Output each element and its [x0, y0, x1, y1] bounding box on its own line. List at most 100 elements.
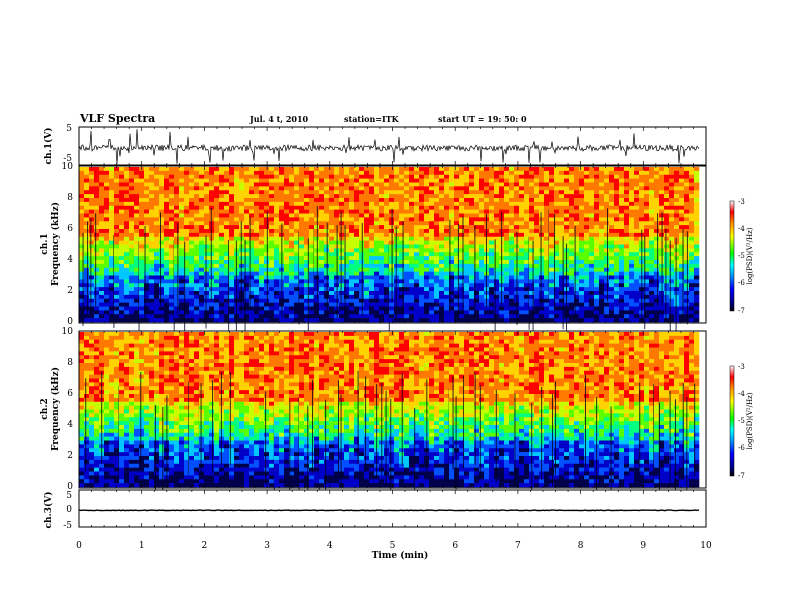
- spectrogram-cell: [574, 225, 580, 230]
- spectrogram-cell: [179, 174, 185, 179]
- spectrogram-cell: [224, 271, 230, 276]
- spectrogram-cell: [89, 217, 95, 222]
- spectrogram-cell: [424, 302, 430, 307]
- spectrogram-cell: [139, 314, 145, 319]
- spectrogram-cell: [654, 267, 660, 272]
- spectrogram-cell: [544, 232, 550, 238]
- spectrogram-cell: [204, 271, 210, 276]
- spectrogram-cell: [659, 170, 665, 176]
- spectrogram-cell: [284, 182, 290, 187]
- spectrogram-cell: [174, 271, 180, 276]
- spectrogram-cell: [454, 190, 460, 195]
- spectrogram-cell: [439, 167, 445, 172]
- spectrogram-cell: [549, 170, 555, 176]
- spectrogram-cell: [324, 294, 330, 300]
- spectrogram-cell: [219, 213, 225, 218]
- spectrogram-cell: [589, 217, 595, 222]
- spectrogram-cell: [284, 186, 290, 191]
- spectrogram-cell: [454, 167, 460, 172]
- spectrogram-cell: [139, 291, 145, 296]
- spectrogram-cell: [469, 167, 475, 172]
- spectrogram-cell: [174, 225, 180, 230]
- spectrogram-cell: [569, 209, 575, 214]
- spectrogram-cell: [274, 283, 280, 288]
- spectrogram-cell: [519, 248, 525, 253]
- spectrogram-cell: [404, 302, 410, 307]
- spectrogram-cell: [444, 244, 450, 249]
- spectrogram-cell: [524, 248, 530, 253]
- spectrogram-cell: [174, 263, 180, 269]
- spectrogram-cell: [274, 221, 280, 226]
- spectrogram-cell: [469, 221, 475, 226]
- spectrogram-cell: [619, 186, 625, 191]
- spectrogram-cell: [449, 252, 455, 257]
- spectrogram-cell: [194, 240, 200, 245]
- spectrogram-cell: [294, 209, 300, 214]
- spectrogram-cell: [624, 279, 630, 284]
- spectrogram-cell: [534, 271, 540, 276]
- spectrogram-cell: [249, 232, 255, 238]
- spectrogram-cell: [94, 298, 100, 303]
- spectrogram-cell: [154, 236, 160, 241]
- spectrogram-cell: [259, 232, 265, 238]
- spectrogram-cell: [524, 298, 530, 303]
- spectrogram-cell: [374, 283, 380, 288]
- spectrogram-cell: [584, 291, 590, 296]
- spectrogram-cell: [429, 287, 435, 292]
- spectrogram-cell: [99, 298, 105, 303]
- spectrogram-cell: [309, 314, 315, 319]
- spectrogram-cell: [534, 232, 540, 238]
- spectrogram-cell: [574, 310, 580, 315]
- spectrogram-cell: [174, 194, 180, 199]
- spectrogram-cell: [229, 232, 235, 238]
- spectrogram-cell: [454, 275, 460, 280]
- spectrogram-cell: [674, 314, 680, 319]
- spectrogram-cell: [604, 198, 610, 203]
- spectrogram-cell: [434, 182, 440, 187]
- spectrogram-cell: [319, 236, 325, 241]
- spectrogram-cell: [549, 244, 555, 249]
- spectrogram-cell: [324, 217, 330, 222]
- spectrogram-cell: [609, 267, 615, 272]
- spectrogram-cell: [269, 244, 275, 249]
- spectrogram-cell: [424, 213, 430, 218]
- spectrogram-cell: [439, 294, 445, 300]
- spectrogram-cell: [559, 318, 565, 323]
- spectrogram-cell: [239, 170, 245, 176]
- spectrogram-cell: [329, 294, 335, 300]
- spectrogram-cell: [224, 267, 230, 272]
- spectrogram-cell: [189, 267, 195, 272]
- spectrogram-cell: [579, 291, 585, 296]
- spectrogram-cell: [359, 306, 365, 311]
- spectrogram-cell: [489, 194, 495, 199]
- spectrogram-cell: [604, 248, 610, 253]
- spectrogram-cell: [534, 318, 540, 323]
- spectrogram-cell: [399, 221, 405, 226]
- spectrogram-cell: [434, 244, 440, 249]
- spectrogram-cell: [674, 256, 680, 261]
- spectrogram-cell: [414, 248, 420, 253]
- spectrogram-cell: [204, 225, 210, 230]
- spectrogram-cell: [549, 298, 555, 303]
- spectrogram-cell: [539, 271, 545, 276]
- spectrogram-cell: [399, 310, 405, 315]
- spectrogram-cell: [579, 294, 585, 300]
- spectrogram-cell: [394, 186, 400, 191]
- spectrogram-cell: [224, 248, 230, 253]
- spectrogram-cell: [679, 205, 685, 210]
- spectrogram-cell: [329, 267, 335, 272]
- spectrogram-cell: [129, 252, 135, 257]
- spectrogram-cell: [444, 271, 450, 276]
- spectrogram-cell: [244, 283, 250, 288]
- spectrogram-cell: [339, 209, 345, 214]
- spectrogram-cell: [79, 318, 85, 323]
- spectrogram-cell: [299, 294, 305, 300]
- spectrogram-cell: [524, 260, 530, 265]
- spectrogram-cell: [259, 240, 265, 245]
- spectrogram-cell: [239, 178, 245, 183]
- spectrogram-cell: [329, 182, 335, 187]
- spectrogram-cell: [499, 209, 505, 214]
- spectrogram-cell: [574, 190, 580, 195]
- spectrogram-cell: [669, 318, 675, 323]
- spectrogram-cell: [669, 256, 675, 261]
